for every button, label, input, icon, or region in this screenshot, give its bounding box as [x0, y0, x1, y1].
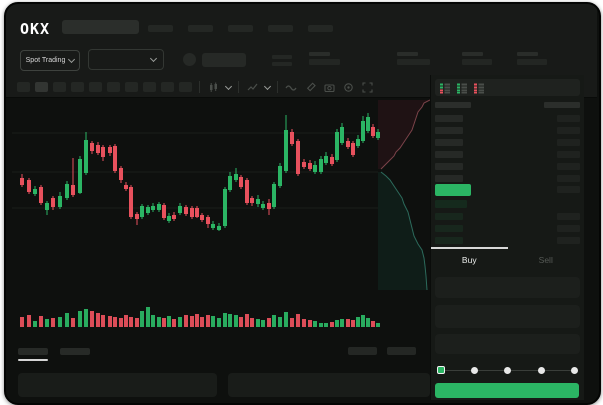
active-tab-underline [18, 359, 48, 361]
orderbook-ask-row[interactable] [435, 136, 580, 148]
orderbook-layout-asks-icon[interactable] [473, 82, 485, 94]
timeframe-slot[interactable] [35, 82, 48, 92]
ticker-stat [309, 52, 340, 65]
divider [277, 81, 278, 93]
order-amount-input[interactable] [435, 305, 580, 328]
orderbook-asks [435, 112, 580, 184]
market-type-dropdown[interactable]: Spot Trading [20, 50, 80, 71]
chart-option-placeholder[interactable] [387, 347, 416, 355]
last-price-bar[interactable] [435, 183, 471, 196]
chevron-down-icon [149, 54, 158, 63]
chevron-down-icon [68, 55, 76, 64]
chart-option-placeholder[interactable] [348, 347, 377, 355]
divider [199, 81, 200, 93]
settings-icon[interactable] [342, 81, 354, 93]
order-total-input[interactable] [435, 334, 580, 354]
slider-stop[interactable] [571, 367, 578, 374]
indicators-icon[interactable] [246, 81, 258, 93]
okx-logo[interactable]: OKX [20, 20, 51, 38]
timeframe-slot[interactable] [179, 82, 192, 92]
slider-stop[interactable] [470, 367, 478, 374]
fullscreen-icon[interactable] [361, 81, 373, 93]
search-input[interactable] [62, 20, 139, 34]
timeframe-slot[interactable] [71, 82, 84, 92]
trading-pair-dropdown[interactable] [88, 49, 164, 70]
slider-stop[interactable] [504, 367, 511, 374]
orderbook-column-headers [435, 102, 580, 108]
camera-icon[interactable] [323, 81, 335, 93]
chart-bottom-tabs [18, 348, 90, 355]
orderbook-ask-row[interactable] [435, 124, 580, 136]
orderbook-bid-row[interactable] [435, 222, 580, 234]
orderbook-layout-bids-icon[interactable] [456, 82, 468, 94]
place-order-button[interactable] [435, 383, 579, 398]
chart-tab-placeholder[interactable] [60, 348, 90, 355]
ticker-stat [397, 52, 430, 65]
nav-item-placeholder[interactable] [148, 25, 173, 32]
last-price-row [435, 183, 580, 196]
app-window: OKX Spot Trading [4, 2, 601, 405]
header-button-placeholder[interactable] [202, 53, 246, 67]
timeframe-row [17, 82, 192, 92]
coin-avatar[interactable] [183, 53, 196, 66]
nav-item-placeholder[interactable] [188, 25, 213, 32]
price-chart[interactable] [12, 98, 430, 334]
orderbook-bids [435, 198, 580, 246]
chart-bottom-options [348, 347, 416, 355]
timeframe-slot[interactable] [161, 82, 174, 92]
market-type-label: Spot Trading [25, 57, 66, 64]
top-nav [148, 25, 333, 32]
orderbook-panel: Buy Sell [430, 75, 584, 400]
nav-item-placeholder[interactable] [308, 25, 333, 32]
chevron-down-icon[interactable] [263, 82, 272, 90]
timeframe-slot[interactable] [89, 82, 102, 92]
orderbook-bid-row[interactable] [435, 234, 580, 246]
timeframe-slot[interactable] [53, 82, 66, 92]
chevron-down-icon[interactable] [224, 82, 233, 90]
price-mini-block [272, 55, 292, 69]
amount-placeholder [557, 186, 580, 193]
tab-buy[interactable]: Buy [431, 247, 508, 273]
orderbook-bid-row[interactable] [435, 198, 580, 210]
nav-item-placeholder[interactable] [228, 25, 253, 32]
orderbook-ask-row[interactable] [435, 112, 580, 124]
nav-item-placeholder[interactable] [268, 25, 293, 32]
timeframe-slot[interactable] [17, 82, 30, 92]
orderbook-ask-row[interactable] [435, 172, 580, 184]
chart-tab-placeholder[interactable] [18, 348, 48, 355]
slider-stop[interactable] [437, 366, 445, 374]
chart-toolbar-icons [199, 80, 373, 94]
timeframe-slot[interactable] [107, 82, 120, 92]
divider [238, 81, 239, 93]
orderbook-layout-both-icon[interactable] [439, 82, 451, 94]
draw-icon[interactable] [304, 81, 316, 93]
orderbook-bid-row[interactable] [435, 210, 580, 222]
slider-stop[interactable] [537, 367, 545, 374]
timeframe-slot[interactable] [125, 82, 138, 92]
amount-slider[interactable] [437, 366, 578, 376]
orderbook-layout-toggles [435, 79, 580, 96]
order-price-input[interactable] [435, 277, 580, 298]
orderbook-ask-row[interactable] [435, 160, 580, 172]
bottom-panel [228, 373, 430, 397]
bottom-panel [18, 373, 217, 397]
tab-sell[interactable]: Sell [538, 255, 553, 265]
ticker-stat [517, 52, 547, 65]
orderbook-ask-row[interactable] [435, 148, 580, 160]
candle-type-icon[interactable] [207, 81, 219, 93]
ticker-stat [462, 52, 492, 65]
wave-icon[interactable] [285, 81, 297, 93]
timeframe-slot[interactable] [143, 82, 156, 92]
trade-side-tabs: Buy Sell [431, 247, 584, 273]
